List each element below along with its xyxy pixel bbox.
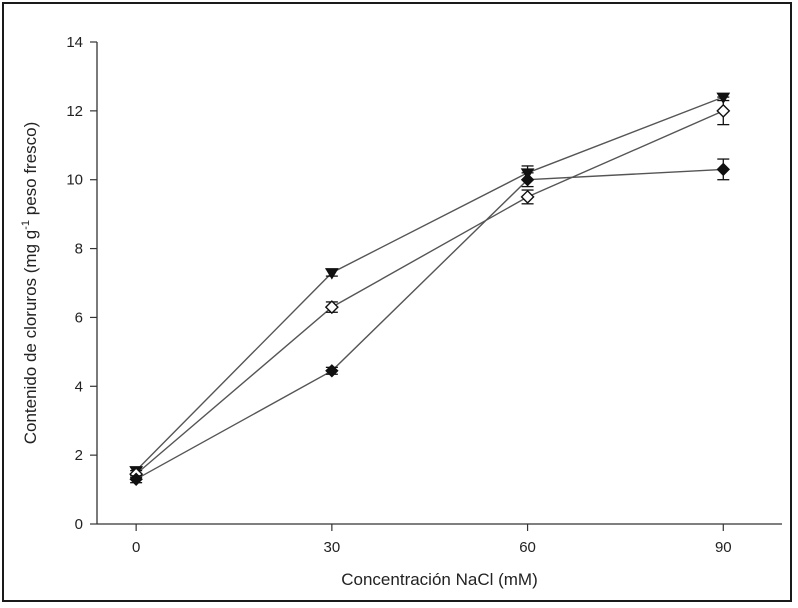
y-tick-label: 12 [66,103,83,120]
data-point [716,103,731,118]
x-tick-label: 60 [519,539,536,556]
data-point [520,173,535,187]
series-line [135,110,724,475]
x-tick-label: 90 [715,539,732,556]
x-tick-label: 30 [324,539,341,556]
x-ticks: 0 30 60 90 [132,524,732,556]
x-axis-title: Concentración NaCl (mM) [341,570,538,589]
y-tick-label: 6 [75,309,83,326]
y-tick-label: 0 [75,516,83,533]
y-axis-title-superscript: -1 [20,220,32,230]
chart-frame: 0 2 4 6 8 10 12 14 0 30 60 90 Concentración NaCl (… [2,2,792,602]
data-point [324,300,339,315]
series-line [135,96,724,472]
data-point [520,189,535,204]
chart-svg: 0 2 4 6 8 10 12 14 0 30 60 90 Concentración NaCl (… [20,34,782,589]
series-2 [129,96,731,482]
y-tick-label: 4 [75,378,83,395]
y-axis-title: Contenido de cloruros (mg g-1 peso fresc… [20,122,40,445]
series-1 [129,92,731,478]
chart-axes [96,42,782,525]
y-tick-label: 14 [66,34,83,51]
y-tick-label: 2 [75,447,83,464]
series-3 [129,158,730,486]
y-tick-label: 8 [75,241,83,258]
y-ticks: 0 2 4 6 8 10 12 14 [66,34,97,533]
y-axis-title-main: Contenido de cloruros (mg g [21,230,40,445]
data-point [325,364,339,378]
y-tick-label: 10 [66,172,83,189]
y-axis-title-end: peso fresco) [21,122,40,220]
series-line [135,168,724,480]
data-point [129,472,143,486]
series-group [129,92,731,486]
data-point [324,268,339,280]
data-point [716,162,730,177]
x-tick-label: 0 [132,539,140,556]
